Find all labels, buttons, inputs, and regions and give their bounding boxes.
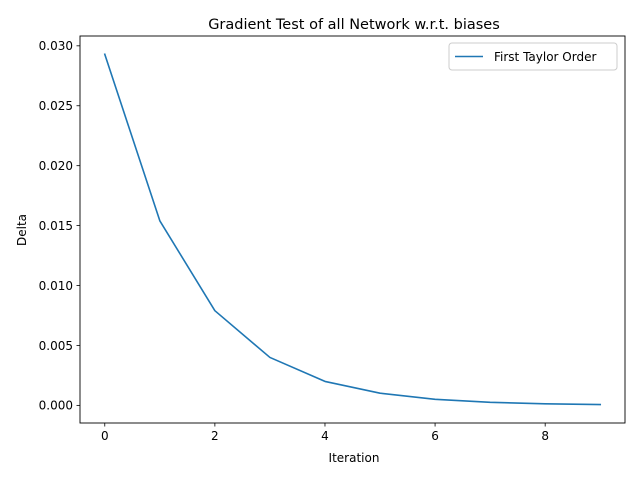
x-axis-label: Iteration xyxy=(329,451,380,465)
y-tick-label: 0.020 xyxy=(39,159,73,173)
x-tick-label: 4 xyxy=(321,429,329,443)
y-axis-label: Delta xyxy=(15,214,29,246)
y-tick-label: 0.010 xyxy=(39,279,73,293)
y-tick-label: 0.000 xyxy=(39,399,73,413)
x-tick-label: 2 xyxy=(211,429,219,443)
x-tick-label: 0 xyxy=(101,429,109,443)
legend-label: First Taylor Order xyxy=(494,50,596,64)
legend-box xyxy=(448,42,618,71)
y-tick-label: 0.025 xyxy=(39,99,73,113)
chart-title: Gradient Test of all Network w.r.t. bias… xyxy=(208,17,500,33)
legend: First Taylor Order xyxy=(448,42,618,71)
y-tick-label: 0.015 xyxy=(39,219,73,233)
x-tick-label: 6 xyxy=(431,429,439,443)
y-tick-label: 0.030 xyxy=(39,39,73,53)
series-line-0 xyxy=(103,53,602,406)
y-tick-label: 0.005 xyxy=(39,339,73,353)
y-axis-ticks: 0.000 0.005 0.010 0.015 0.020 0.025 0.030 xyxy=(39,39,80,413)
series-layer xyxy=(103,53,602,406)
x-tick-label: 8 xyxy=(541,429,549,443)
x-axis-ticks: 0 2 4 6 8 xyxy=(101,423,549,443)
axes-frame xyxy=(79,35,626,424)
